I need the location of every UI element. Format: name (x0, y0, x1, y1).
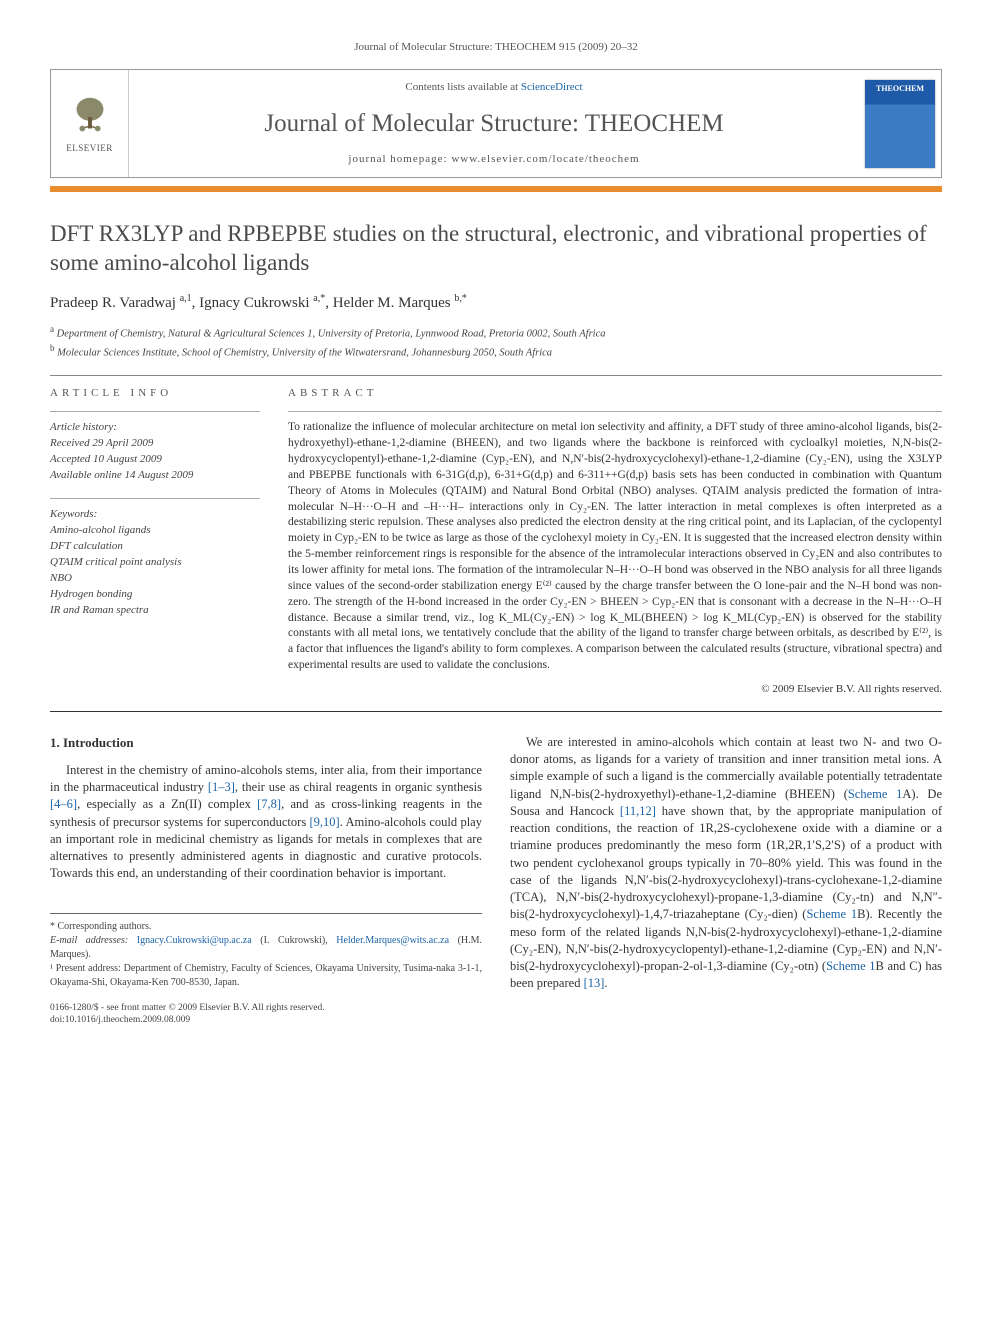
left-column: 1. Introduction Interest in the chemistr… (50, 734, 482, 1026)
history-label: Article history: (50, 420, 260, 436)
keyword: NBO (50, 571, 260, 587)
section-title: Introduction (63, 735, 134, 750)
intro-paragraph-2: We are interested in amino-alcohols whic… (510, 734, 942, 993)
separator (50, 375, 942, 376)
email-who-1: (I. Cukrowski), (260, 935, 327, 946)
section-number: 1. (50, 735, 60, 750)
email-link-1[interactable]: Ignacy.Cukrowski@up.ac.za (137, 935, 252, 946)
keyword: Hydrogen bonding (50, 587, 260, 603)
accepted-date: Accepted 10 August 2009 (50, 452, 260, 468)
contents-available-line: Contents lists available at ScienceDirec… (137, 80, 851, 95)
email-line: E-mail addresses: Ignacy.Cukrowski@up.ac… (50, 934, 482, 962)
article-history: Article history: Received 29 April 2009 … (50, 420, 260, 484)
keyword: DFT calculation (50, 539, 260, 555)
header-middle: Contents lists available at ScienceDirec… (129, 70, 859, 177)
affiliation-b: b Molecular Sciences Institute, School o… (50, 342, 942, 361)
homepage-url[interactable]: www.elsevier.com/locate/theochem (451, 153, 639, 165)
doi-line: doi:10.1016/j.theochem.2009.08.009 (50, 1014, 482, 1026)
keywords-label: Keywords: (50, 507, 260, 523)
abstract-text: To rationalize the influence of molecula… (288, 420, 942, 674)
email-label: E-mail addresses: (50, 935, 128, 946)
section-heading: 1. Introduction (50, 734, 482, 752)
front-matter-line: 0166-1280/$ - see front matter © 2009 El… (50, 1002, 482, 1014)
journal-cover-thumbnail: THEOCHEM (859, 70, 941, 177)
right-column: We are interested in amino-alcohols whic… (510, 734, 942, 1026)
keyword: QTAIM critical point analysis (50, 555, 260, 571)
publisher-name: ELSEVIER (66, 142, 113, 154)
journal-homepage-line: journal homepage: www.elsevier.com/locat… (137, 152, 851, 167)
journal-title: Journal of Molecular Structure: THEOCHEM (137, 107, 851, 141)
keyword: IR and Raman spectra (50, 603, 260, 619)
thick-separator (50, 711, 942, 712)
email-link-2[interactable]: Helder.Marques@wits.ac.za (336, 935, 449, 946)
journal-reference: Journal of Molecular Structure: THEOCHEM… (50, 40, 942, 55)
article-info-column: ARTICLE INFO Article history: Received 2… (50, 386, 260, 696)
present-address-note: ¹ Present address: Department of Chemist… (50, 962, 482, 990)
sciencedirect-link[interactable]: ScienceDirect (521, 81, 583, 93)
journal-header-box: ELSEVIER Contents lists available at Sci… (50, 69, 942, 178)
accent-bar (50, 186, 942, 192)
online-date: Available online 14 August 2009 (50, 468, 260, 484)
keyword: Amino-alcohol ligands (50, 523, 260, 539)
doi-block: 0166-1280/$ - see front matter © 2009 El… (50, 1002, 482, 1027)
affiliation-a: a Department of Chemistry, Natural & Agr… (50, 323, 942, 342)
article-info-heading: ARTICLE INFO (50, 386, 260, 401)
cover-label: THEOCHEM (865, 84, 935, 95)
abstract-copyright: © 2009 Elsevier B.V. All rights reserved… (288, 682, 942, 697)
publisher-logo: ELSEVIER (51, 70, 129, 177)
abstract-heading: ABSTRACT (288, 386, 942, 401)
affiliations: a Department of Chemistry, Natural & Agr… (50, 323, 942, 361)
received-date: Received 29 April 2009 (50, 436, 260, 452)
author-list: Pradeep R. Varadwaj a,1, Ignacy Cukrowsk… (50, 292, 942, 313)
footnotes: * Corresponding authors. E-mail addresse… (50, 913, 482, 990)
article-title: DFT RX3LYP and RPBEPBE studies on the st… (50, 220, 942, 278)
elsevier-tree-icon (66, 92, 114, 140)
abstract-column: ABSTRACT To rationalize the influence of… (288, 386, 942, 696)
keywords-block: Keywords: Amino-alcohol ligands DFT calc… (50, 507, 260, 619)
info-abstract-row: ARTICLE INFO Article history: Received 2… (50, 386, 942, 696)
corresponding-author-note: * Corresponding authors. (50, 920, 482, 934)
body-columns: 1. Introduction Interest in the chemistr… (50, 734, 942, 1026)
intro-paragraph-1: Interest in the chemistry of amino-alcoh… (50, 762, 482, 883)
homepage-prefix: journal homepage: (348, 153, 451, 165)
contents-prefix: Contents lists available at (405, 81, 520, 93)
